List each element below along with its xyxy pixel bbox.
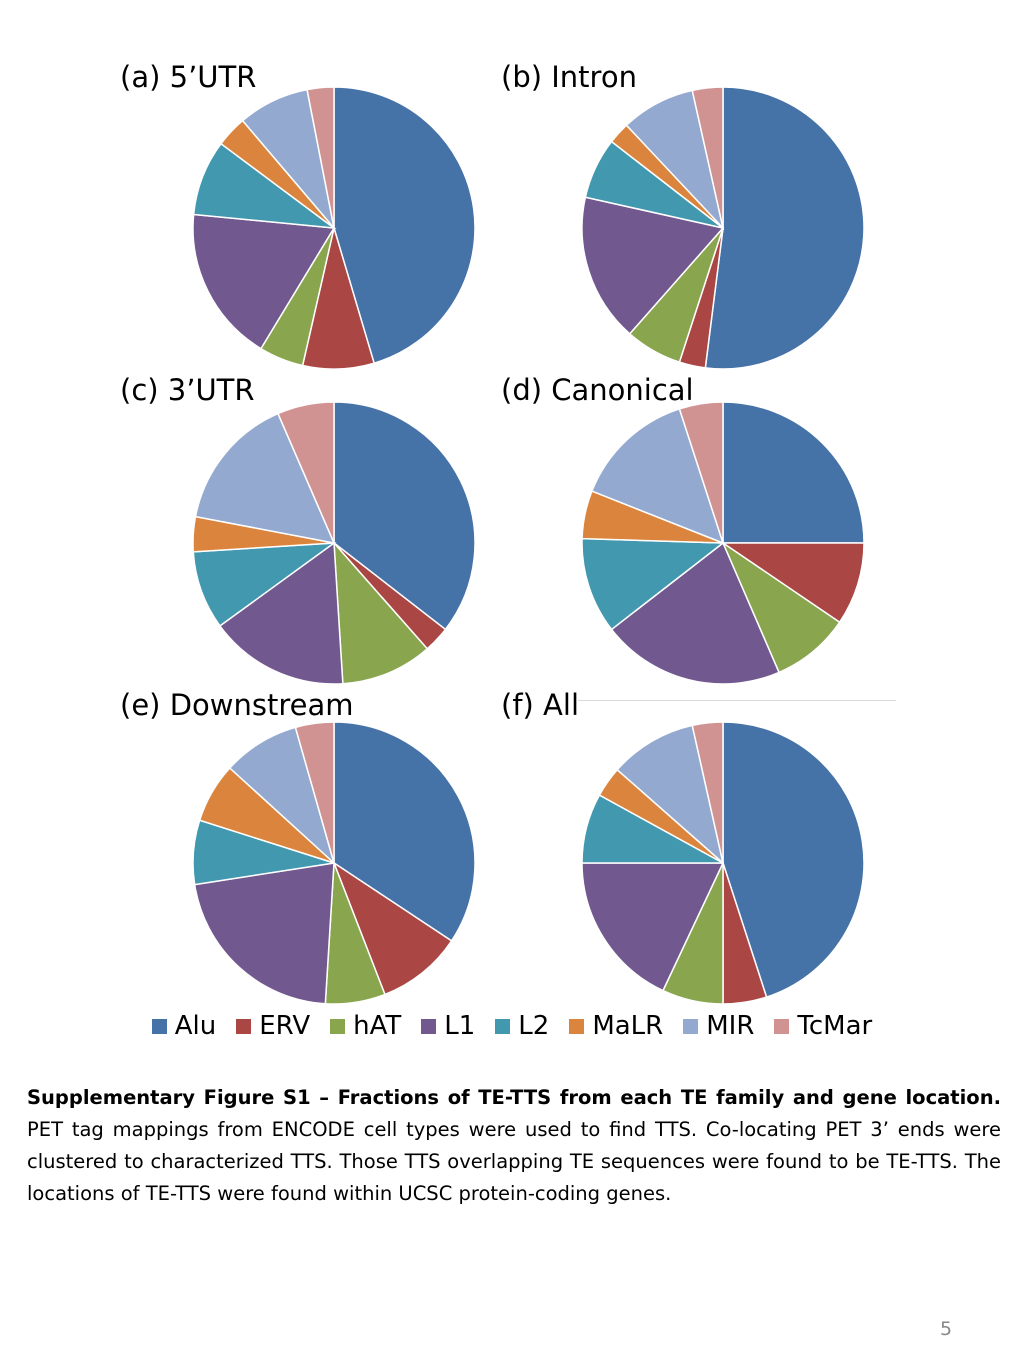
pie-title-all: (f) All [501,688,580,722]
pie-title-3utr: (c) 3’UTR [120,373,255,407]
pie-1 [581,86,865,370]
pie-slice-l1 [193,862,335,1005]
legend: Alu ERV hAT L1 L2 MaLR MIR TcMar [0,1010,1024,1042]
legend-item-l2: L2 [495,1010,549,1042]
pie-slice-alu [722,401,865,544]
pie-slice-tcmar [691,86,724,229]
pie-slice-mir [616,724,725,866]
pie-slice-hat [721,540,841,674]
pie-slice-tcmar [691,721,724,864]
legend-item-tcmar: TcMar [774,1010,872,1042]
pie-0 [192,86,476,370]
legend-swatch [330,1018,346,1034]
pie-2 [192,401,476,685]
pie-charts [192,86,865,1005]
pie-slice-l1 [581,196,725,335]
pie-slice-l2 [581,537,726,631]
legend-item-hat: hAT [330,1010,401,1042]
legend-label: L2 [518,1011,550,1041]
pie-slice-l1 [192,213,336,350]
pie-slice-alu [704,86,865,370]
pie-slice-tcmar [294,721,335,864]
pie-5 [581,721,865,1005]
legend-label: L1 [444,1011,476,1041]
pie-slice-l1 [218,541,344,685]
legend-label: Alu [174,1011,217,1041]
pie-title-canonical: (d) Canonical [501,373,694,407]
legend-swatch [569,1018,585,1034]
pie-slice-alu [333,401,476,631]
pie-slice-erv [332,861,453,996]
legend-swatch [421,1018,437,1034]
pie-slice-l1 [610,541,780,685]
pie-slice-hat [333,540,429,685]
page-number: 5 [940,1318,953,1340]
legend-swatch [151,1018,167,1034]
pie-slice-l1 [581,862,725,992]
caption-body: PET tag mappings from ENCODE cell types … [27,1118,1001,1205]
pie-3 [581,401,865,685]
legend-label: TcMar [797,1011,873,1041]
legend-label: MaLR [592,1011,664,1041]
legend-item-malr: MaLR [569,1010,663,1042]
pie-slice-tcmar [678,401,724,544]
legend-swatch [683,1018,699,1034]
pie-slice-erv [720,542,865,624]
pie-title-5utr: (a) 5’UTR [120,60,257,94]
pie-slice-tcmar [277,401,335,544]
legend-label: hAT [353,1011,402,1041]
separator-line [578,700,896,701]
pie-title-intron: (b) Intron [501,60,637,94]
pie-slice-mir [194,412,336,545]
pie-slice-l2 [192,542,337,627]
pie-slice-alu [722,721,865,999]
legend-label: ERV [259,1011,311,1041]
legend-swatch [495,1018,511,1034]
pie-slice-tcmar [306,86,335,229]
pie-slice-alu [333,86,476,365]
legend-item-erv: ERV [236,1010,310,1042]
legend-label: MIR [706,1011,755,1041]
legend-swatch [236,1018,252,1034]
pie-4 [192,721,476,1005]
caption-title: Supplementary Figure S1 – Fractions of T… [27,1086,1001,1109]
figure-caption: Supplementary Figure S1 – Fractions of T… [27,1082,1001,1210]
legend-item-mir: MIR [683,1010,754,1042]
legend-item-alu: Alu [151,1010,217,1042]
legend-swatch [774,1018,790,1034]
pie-title-downstream: (e) Downstream [120,688,354,722]
legend-item-l1: L1 [421,1010,475,1042]
